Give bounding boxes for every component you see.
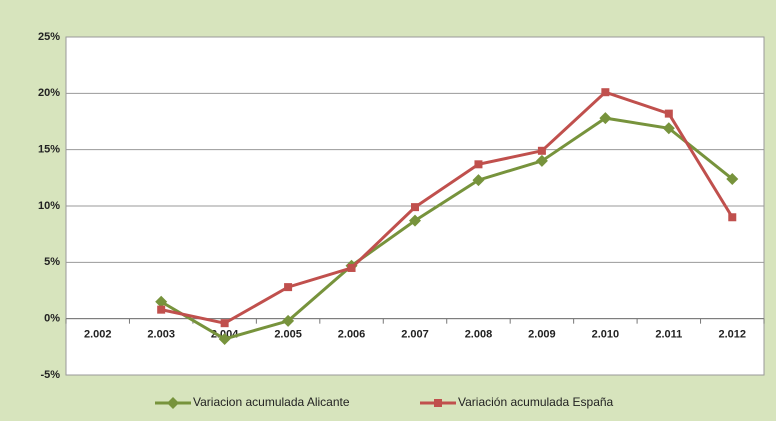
data-point [537,146,546,155]
data-point [474,160,483,169]
y-tick-label: 15% [38,144,60,156]
legend-marker [167,397,179,409]
x-tick-label: 2.006 [338,329,366,341]
data-point [282,314,295,327]
x-tick-label: 2.008 [465,329,493,341]
data-point [535,154,548,167]
data-point [662,122,675,135]
data-point [347,263,356,272]
x-tick-label: 2.002 [84,329,112,341]
legend-text: Variacion acumulada Alicante [193,395,350,409]
data-point [409,214,421,227]
y-tick-label: 20% [38,87,60,99]
data-point [472,174,485,187]
x-tick-label: 2.005 [274,329,302,341]
x-tick-label: 2.012 [719,329,747,341]
y-tick-label: 10% [38,200,60,212]
series-line [160,116,734,341]
y-tick-label: 25% [38,31,60,43]
x-tick-label: 2.003 [147,329,175,341]
x-tick-label: 2.011 [655,329,682,341]
data-point [411,203,419,212]
series-line [160,90,734,325]
data-point [220,319,229,328]
data-point [284,283,293,292]
x-tick-label: 2.007 [401,329,429,341]
legend-marker [434,399,442,407]
data-point [155,295,168,308]
data-point [728,213,737,222]
data-point [218,332,231,345]
data-point [599,112,612,125]
data-point [601,88,610,97]
legend-text: Variación acumulada España [458,395,614,409]
x-tick-label: 2.010 [592,329,620,341]
data-point [726,172,739,185]
data-point [664,109,673,118]
y-tick-label: -5% [40,369,60,381]
y-tick-label: 5% [44,256,60,268]
x-tick-label: 2.009 [528,329,556,341]
data-point [157,305,166,314]
y-tick-label: 0% [44,313,60,325]
